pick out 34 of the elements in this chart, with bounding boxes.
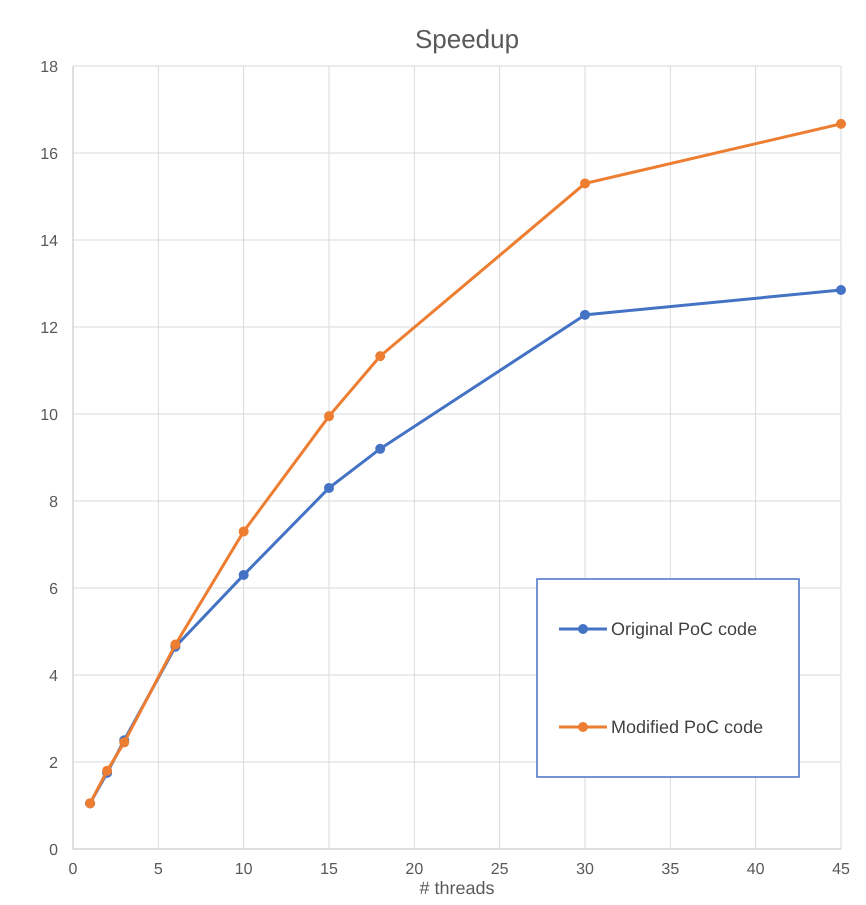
point [238, 526, 249, 536]
point [836, 285, 846, 296]
x-tick-label: 20 [405, 861, 424, 878]
x-tick-label: 30 [576, 861, 594, 878]
y-tick-label: 12 [40, 320, 58, 337]
y-tick-label: 10 [40, 407, 58, 424]
legend-label: Original PoC code [611, 619, 758, 639]
x-tick-label: 0 [68, 861, 78, 878]
y-tick-label: 18 [40, 59, 58, 76]
x-tick-label: 5 [154, 861, 163, 878]
y-tick-label: 16 [40, 146, 58, 163]
point [375, 351, 386, 362]
x-tick-label: 40 [746, 861, 765, 878]
point [580, 178, 590, 188]
point [324, 411, 334, 422]
point [580, 310, 590, 320]
y-tick-label: 6 [49, 581, 58, 598]
y-tick-label: 2 [49, 755, 58, 772]
x-axis-title: # threads [419, 878, 495, 898]
x-tick-label: 25 [490, 861, 509, 878]
point [238, 570, 249, 580]
point [836, 118, 846, 129]
y-tick-label: 4 [49, 668, 58, 685]
chart-title: Speedup [414, 24, 520, 54]
point [324, 482, 334, 493]
x-tick-label: 45 [832, 861, 850, 878]
point [375, 444, 386, 454]
legend-label: Modified PoC code [611, 717, 764, 737]
y-tick-label: 8 [49, 494, 58, 511]
y-tick-label: 0 [49, 842, 58, 859]
x-tick-label: 15 [320, 861, 338, 878]
x-tick-label: 35 [661, 861, 680, 878]
y-tick-label: 14 [40, 233, 58, 250]
x-tick-label: 10 [234, 861, 253, 878]
